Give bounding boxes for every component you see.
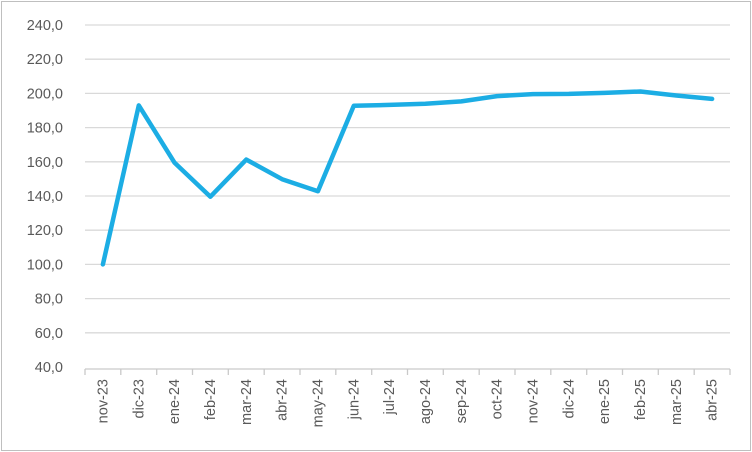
y-tick-label: 120,0 xyxy=(27,223,63,239)
y-tick-label: 100,0 xyxy=(27,257,63,273)
y-tick-label: 40,0 xyxy=(35,360,63,376)
x-tick-label: jul-24 xyxy=(382,379,398,415)
series-line xyxy=(100,89,715,267)
y-tick-label: 160,0 xyxy=(27,155,63,171)
x-tick-label: dic-24 xyxy=(561,379,577,419)
x-tick-label: mar-25 xyxy=(669,379,685,425)
x-tick-label: ene-24 xyxy=(167,379,183,424)
x-tick-label: ago-24 xyxy=(418,379,434,424)
y-axis-labels-group: 40,0 60,0 80,0 100,0 120,0 140,0 160,0 180,0 200… xyxy=(27,18,63,376)
x-tick-label: abr-24 xyxy=(275,379,291,421)
x-tick-label: nov-23 xyxy=(95,379,111,423)
x-tick-label: dic-23 xyxy=(131,379,147,419)
y-tick-label: 200,0 xyxy=(27,86,63,102)
y-tick-label: 180,0 xyxy=(27,121,63,137)
series-group xyxy=(100,89,715,267)
x-tick-label: nov-24 xyxy=(525,379,541,423)
y-tick-label: 140,0 xyxy=(27,189,63,205)
y-tick-label: 240,0 xyxy=(27,18,63,34)
x-tick-label: may-24 xyxy=(310,379,326,427)
x-tick-label: abr-25 xyxy=(705,379,721,421)
x-tick-label: ene-25 xyxy=(597,379,613,424)
x-tick-label: feb-24 xyxy=(203,379,219,420)
x-tick-label: oct-24 xyxy=(490,379,506,419)
x-tick-label: mar-24 xyxy=(239,379,255,425)
y-tick-label: 220,0 xyxy=(27,52,63,68)
y-tick-label: 60,0 xyxy=(35,326,63,342)
x-tick-label: sep-24 xyxy=(454,379,470,423)
x-axis-group xyxy=(84,368,731,375)
y-tick-label: 80,0 xyxy=(35,292,63,308)
x-axis-labels-group: nov-23 dic-23 ene-24 feb-24 mar-24 abr-24 may-… xyxy=(95,379,720,427)
x-tick-label: feb-25 xyxy=(633,379,649,420)
gridlines-group xyxy=(85,24,730,334)
x-tick-label: jun-24 xyxy=(346,379,362,420)
